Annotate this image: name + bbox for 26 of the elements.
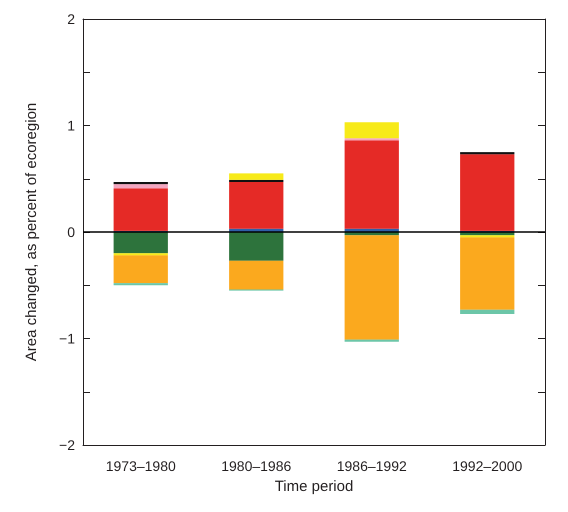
bar <box>114 184 168 188</box>
bar <box>460 237 514 310</box>
bar <box>229 182 284 229</box>
y-tick-label: 0 <box>67 224 76 240</box>
y-axis-title: Area changed, as percent of ecoregion <box>23 102 40 362</box>
bar <box>229 260 284 290</box>
y-tick-label: −1 <box>59 330 76 346</box>
bar <box>114 255 168 284</box>
x-tick-label: 1980–1986 <box>221 458 292 474</box>
y-tick-label: 2 <box>67 11 76 27</box>
bar <box>344 140 399 229</box>
bar <box>460 310 514 314</box>
x-tick-label: 1986–1992 <box>336 458 407 474</box>
bar <box>114 232 168 254</box>
y-tick-label: 1 <box>67 118 76 134</box>
bar <box>114 182 168 184</box>
bar <box>229 173 284 180</box>
x-tick-label: 1992–2000 <box>452 458 522 474</box>
y-tick-label: −2 <box>59 437 76 453</box>
bar <box>344 235 399 340</box>
bar <box>460 154 514 231</box>
x-axis-title: Time period <box>274 478 354 495</box>
x-tick-label: 1973–1980 <box>106 458 176 474</box>
bar <box>344 122 399 138</box>
bar <box>229 232 284 261</box>
bar <box>114 188 168 231</box>
